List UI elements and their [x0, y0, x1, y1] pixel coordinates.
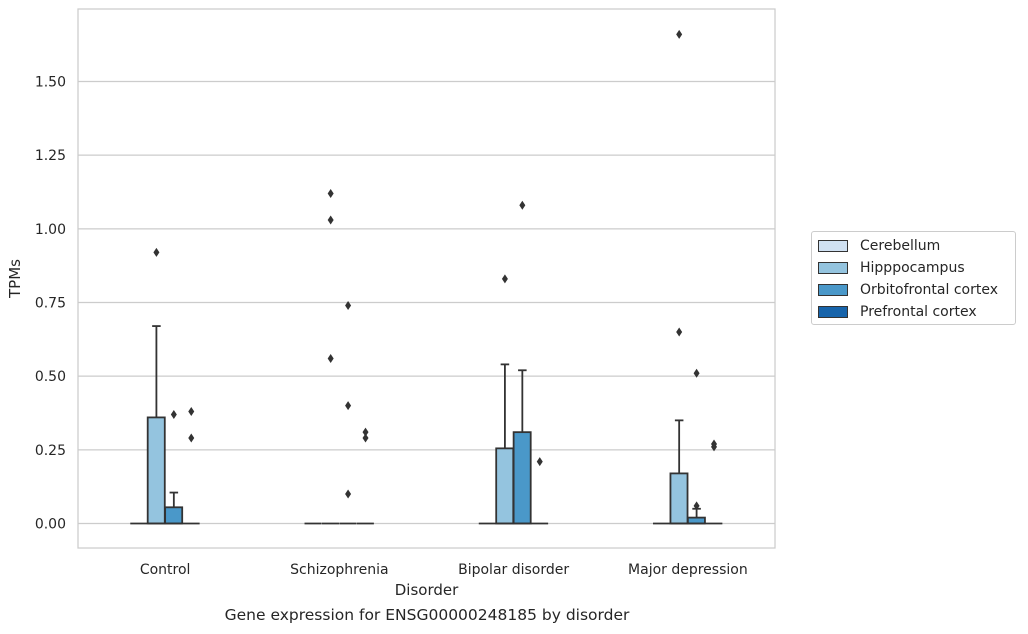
outlier-point [327, 353, 334, 363]
legend-swatch-orbitofrontal [818, 284, 848, 296]
box-series [130, 29, 723, 525]
box-1-0 [146, 247, 166, 525]
outlier-point [345, 489, 352, 499]
box-1-2 [495, 274, 515, 525]
legend-swatch-prefrontal [818, 306, 848, 318]
box-2-3 [686, 368, 706, 525]
x-tick-label: Bipolar disorder [458, 562, 569, 578]
box-3-0 [182, 407, 200, 525]
box-2-0 [164, 409, 184, 525]
box-body [495, 447, 515, 525]
outlier-point [188, 433, 195, 443]
box-3-3 [705, 439, 723, 525]
y-tick-label: 1.00 [35, 222, 66, 238]
outlier-point [693, 501, 700, 511]
outlier-point [519, 200, 526, 210]
outlier-point [362, 433, 369, 443]
outlier-point [536, 457, 543, 467]
x-tick-label: Control [140, 562, 191, 578]
outlier-point [327, 188, 334, 198]
y-axis-label: TPMs [6, 259, 24, 299]
y-tick-label: 0.25 [35, 443, 66, 459]
box-1-3 [669, 29, 689, 525]
box-2-2 [512, 200, 532, 525]
box-body [164, 506, 184, 525]
legend-item-cerebellum: Cerebellum [818, 237, 940, 255]
outlier-point [345, 300, 352, 310]
x-axis-label: Disorder [395, 581, 459, 599]
chart-caption: Gene expression for ENSG00000248185 by d… [224, 606, 630, 624]
box-body [669, 472, 689, 525]
x-tick-label: Major depression [628, 562, 748, 578]
legend-label-cerebellum: Cerebellum [860, 238, 941, 254]
legend-swatch-hippocampus [818, 262, 848, 274]
gridlines [78, 80, 775, 525]
outlier-point [693, 368, 700, 378]
legend-swatch-cerebellum [818, 240, 848, 252]
legend-item-orbitofrontal: Orbitofrontal cortex [818, 281, 998, 299]
y-tick-label: 1.25 [35, 148, 66, 164]
legend: Cerebellum Hipppocampus Orbitofrontal co… [811, 231, 1016, 325]
y-tick-label: 0.50 [35, 369, 66, 385]
outlier-point [170, 409, 177, 419]
x-axis-ticks: Control Schizophrenia Bipolar disorder Majo… [140, 562, 748, 578]
outlier-point [345, 401, 352, 411]
y-axis-ticks: 0.00 0.25 0.50 0.75 1.00 1.25 1.50 [35, 75, 66, 533]
plot-frame [77, 8, 776, 549]
box-body [512, 431, 532, 525]
outlier-point [327, 215, 334, 225]
outlier-point [153, 247, 160, 257]
x-tick-label: Schizophrenia [290, 562, 388, 578]
legend-item-hippocampus: Hipppocampus [818, 259, 965, 277]
legend-label-orbitofrontal: Orbitofrontal cortex [860, 282, 998, 298]
outlier-point [676, 29, 683, 39]
y-tick-label: 0.75 [35, 296, 66, 312]
y-tick-label: 1.50 [35, 75, 66, 91]
legend-label-prefrontal: Prefrontal cortex [860, 304, 977, 320]
box-3-1 [356, 427, 374, 525]
legend-item-prefrontal: Prefrontal cortex [818, 303, 977, 321]
box-body [146, 416, 166, 525]
y-tick-label: 0.00 [35, 517, 66, 533]
outlier-point [711, 442, 718, 452]
box-2-1 [339, 300, 357, 525]
outlier-point [501, 274, 508, 284]
legend-label-hippocampus: Hipppocampus [860, 260, 965, 276]
outlier-point [362, 427, 369, 437]
outlier-point [676, 327, 683, 337]
box-3-2 [531, 457, 549, 525]
outlier-point [188, 407, 195, 417]
box-1-1 [321, 188, 340, 525]
